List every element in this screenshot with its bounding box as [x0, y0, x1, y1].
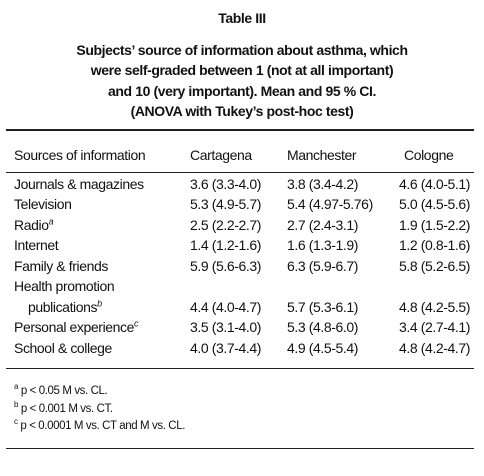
cell: 1.9 (1.5-2.2)	[399, 216, 471, 233]
cell: 4.6 (4.0-5.1)	[399, 176, 471, 192]
bottom-rule	[6, 448, 474, 449]
row-label-text: Television	[14, 196, 72, 213]
cell: 5.4 (4.97-5.76)	[287, 196, 373, 213]
caption-line: Subjects’ source of information about as…	[76, 42, 408, 58]
row-label: Family & friends	[14, 258, 108, 274]
cell: 3.6 (3.3-4.0)	[190, 176, 262, 192]
cell: 5.3 (4.8-6.0)	[287, 319, 359, 336]
caption-line: and 10 (very important). Mean and 95 % C…	[108, 82, 376, 99]
row-label-text: School & college	[14, 339, 112, 356]
row-label: Radioa	[14, 216, 54, 233]
cell: 2.5 (2.2-2.7)	[190, 216, 262, 233]
cell: 5.3 (4.9-5.7)	[190, 196, 262, 213]
cell: 2.7 (2.4-3.1)	[287, 216, 359, 233]
row-label: Journals & magazines	[14, 176, 144, 192]
row-label-text: Journals & magazines	[14, 176, 144, 192]
cell: 4.4 (4.0-4.7)	[190, 299, 262, 315]
row-label-text: publications	[28, 299, 98, 315]
footnote-mark: b	[14, 399, 19, 409]
cell: 4.8 (4.2-5.5)	[399, 299, 471, 315]
footnote-text: p < 0.001 M vs. CT.	[20, 402, 113, 415]
row-label-text: Internet	[14, 237, 59, 254]
row-label: Personal experiencec	[14, 318, 139, 336]
footnote-mark: a	[48, 216, 54, 227]
cell: 1.2 (0.8-1.6)	[399, 237, 471, 254]
column-header: Cologne	[404, 147, 454, 163]
cell: 5.8 (5.2-6.5)	[399, 257, 471, 274]
row-label-text: Health promotion	[14, 278, 115, 294]
row-label: publicationsb	[28, 299, 102, 315]
row-label-text: Family & friends	[14, 257, 108, 274]
footnote: b p < 0.001 M vs. CT.	[14, 399, 113, 417]
cell: 4.0 (3.7-4.4)	[190, 339, 262, 356]
caption-line: were self-graded between 1 (not at all i…	[90, 62, 394, 79]
row-label: Television	[14, 196, 72, 213]
cell: 3.4 (2.7-4.1)	[399, 319, 471, 336]
row-label: Health promotion	[14, 278, 115, 294]
footnote: c p < 0.0001 M vs. CT and M vs. CL.	[14, 418, 185, 434]
table-title: Table III	[218, 10, 266, 26]
footnote-mark: a	[14, 382, 19, 392]
column-header: Manchester	[287, 147, 357, 163]
footnote-mark: b	[97, 298, 102, 309]
body-rule	[6, 368, 474, 369]
footnote-mark: c	[14, 417, 18, 427]
cell: 6.3 (5.9-6.7)	[287, 257, 359, 274]
footnote-text: p < 0.05 M vs. CL.	[20, 385, 108, 397]
footnote: a p < 0.05 M vs. CL.	[14, 382, 108, 399]
column-header: Cartagena	[190, 147, 252, 163]
cell: 5.9 (5.6-6.3)	[190, 257, 262, 274]
caption-line: (ANOVA with Tukey’s post-hoc test)	[130, 102, 354, 119]
row-label: Internet	[14, 237, 59, 254]
cell: 3.8 (3.4-4.2)	[287, 176, 359, 192]
row-label-text: Radio	[14, 216, 49, 233]
cell: 4.9 (4.5-5.4)	[287, 339, 359, 356]
cell: 4.8 (4.2-4.7)	[399, 339, 471, 356]
cell: 1.6 (1.3-1.9)	[287, 237, 359, 254]
top-rule	[6, 129, 474, 131]
header-rule	[6, 172, 474, 173]
footnote-text: p < 0.0001 M vs. CT and M vs. CL.	[20, 420, 186, 432]
cell: 5.7 (5.3-6.1)	[287, 299, 359, 315]
column-header: Sources of information	[14, 147, 146, 163]
cell: 1.4 (1.2-1.6)	[190, 237, 262, 254]
row-label: School & college	[14, 340, 112, 356]
row-label-text: Personal experience	[14, 319, 135, 336]
footnote-mark: c	[134, 318, 139, 329]
cell: 3.5 (3.1-4.0)	[190, 319, 262, 336]
cell: 5.0 (4.5-5.6)	[399, 196, 471, 213]
